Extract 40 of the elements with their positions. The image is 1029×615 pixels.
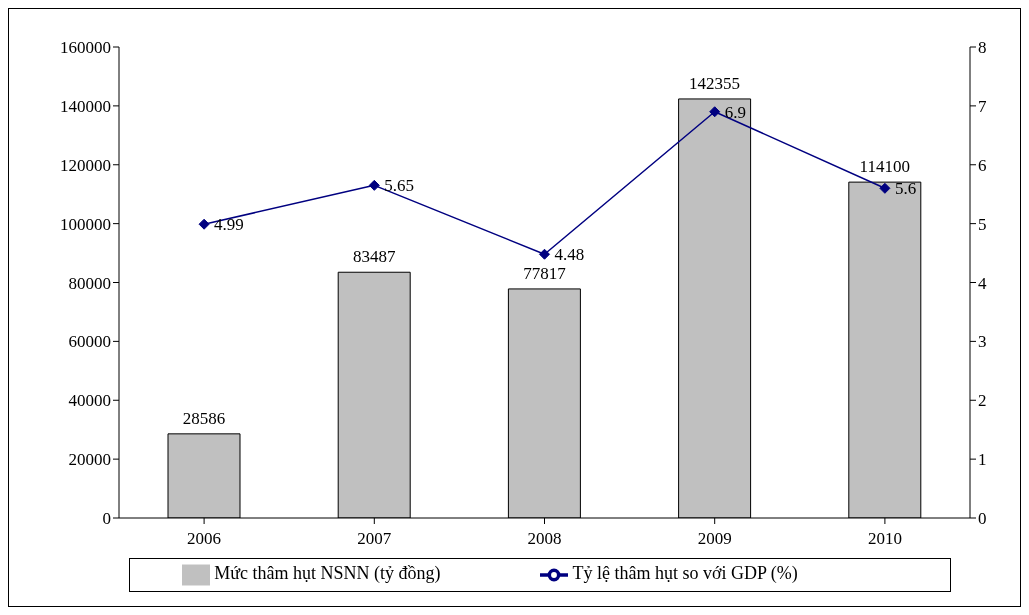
- data-label: 4.99: [214, 215, 244, 235]
- y2-tick-label: 3: [978, 332, 987, 352]
- y2-tick-label: 8: [978, 38, 987, 58]
- data-label: 114100: [859, 157, 910, 177]
- data-label: 142355: [689, 73, 741, 93]
- y2-tick-label: 5: [978, 214, 987, 234]
- point: [879, 182, 891, 194]
- x-tick-label: 2010: [867, 529, 902, 549]
- data-label: 4.48: [554, 245, 585, 265]
- y-tick-label: 80000: [68, 273, 111, 293]
- data-label: 6.9: [724, 102, 746, 122]
- point: [709, 106, 721, 118]
- data-label: 5.65: [384, 176, 415, 196]
- x-tick-label: 2007: [357, 529, 392, 549]
- y2-tick-label: 1: [978, 450, 987, 470]
- data-label: 5.6: [894, 179, 917, 199]
- y-tick-label: 0: [102, 509, 111, 529]
- y2-tick-label: 6: [978, 155, 987, 175]
- data-label: 83487: [352, 247, 396, 267]
- y2-tick-label: 0: [978, 509, 987, 529]
- y2-tick-label: 7: [978, 96, 987, 116]
- data-label: 77817: [523, 263, 567, 283]
- point: [198, 218, 210, 230]
- y-tick-label: 40000: [68, 391, 111, 411]
- y-tick-label: 60000: [68, 332, 111, 352]
- point: [368, 179, 380, 191]
- y2-tick-label: 2: [978, 391, 987, 411]
- y-tick-label: 120000: [60, 155, 111, 175]
- y-tick-label: 100000: [60, 214, 111, 234]
- y-tick-label: 140000: [60, 96, 111, 116]
- x-tick-label: 2009: [697, 529, 732, 549]
- legend-label: Mức thâm hụt NSNN (tỷ đồng): [214, 563, 441, 584]
- legend-label: Tỷ lệ thâm hụt so với GDP (%): [572, 563, 798, 584]
- data-label: 28586: [182, 408, 226, 428]
- x-tick-label: 2008: [527, 529, 562, 549]
- x-tick-label: 2006: [187, 529, 222, 549]
- y2-tick-label: 4: [978, 273, 987, 293]
- point: [539, 248, 550, 260]
- y-tick-label: 160000: [60, 38, 111, 58]
- y-tick-label: 20000: [68, 450, 111, 470]
